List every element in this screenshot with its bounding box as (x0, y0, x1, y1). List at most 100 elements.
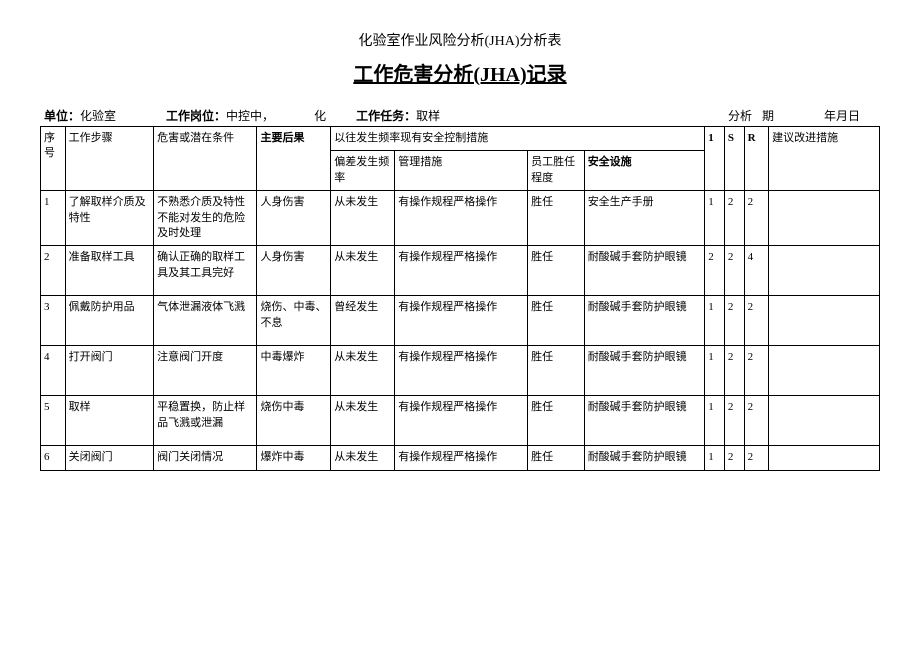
unit-label: 单位： (44, 107, 80, 124)
cell-equip: 耐酸碱手套防护眼镜 (584, 246, 705, 296)
th-sugg: 建议改进措施 (769, 127, 880, 191)
cell-emp: 胜任 (528, 246, 585, 296)
cell-conseq: 人身伤害 (257, 246, 331, 296)
cell-step: 准备取样工具 (65, 246, 154, 296)
cell-conseq: 烧伤中毒 (257, 396, 331, 446)
cell-conseq: 爆炸中毒 (257, 446, 331, 470)
th-step: 工作步骤 (65, 127, 154, 191)
th-seq: 序号 (41, 127, 66, 191)
cell-equip: 安全生产手册 (584, 191, 705, 246)
cell-step: 了解取样介质及特性 (65, 191, 154, 246)
th-l: 1 (705, 127, 725, 191)
cell-emp: 胜任 (528, 296, 585, 346)
cell-s: 2 (724, 246, 744, 296)
date-label: 年月日 (824, 107, 860, 124)
cell-step: 佩戴防护用品 (65, 296, 154, 346)
cell-equip: 耐酸碱手套防护眼镜 (584, 396, 705, 446)
cell-conseq: 烧伤、中毒、不息 (257, 296, 331, 346)
th-emp: 员工胜任程度 (528, 151, 585, 191)
cell-s: 2 (724, 191, 744, 246)
cell-r: 2 (744, 296, 769, 346)
cell-freq: 从未发生 (331, 396, 395, 446)
th-hazard: 危害或潜在条件 (154, 127, 257, 191)
task-value: 取样 (416, 107, 440, 124)
cell-seq: 4 (41, 346, 66, 396)
cell-freq: 从未发生 (331, 246, 395, 296)
table-row: 6 关闭阀门 阀门关闭情况 爆炸中毒 从未发生 有操作规程严格操作 胜任 耐酸碱… (41, 446, 880, 470)
cell-sugg (769, 191, 880, 246)
cell-sugg (769, 296, 880, 346)
cell-mgmt: 有操作规程严格操作 (395, 296, 528, 346)
cell-r: 2 (744, 191, 769, 246)
cell-hazard: 注意阀门开度 (154, 346, 257, 396)
cell-seq: 3 (41, 296, 66, 346)
cell-seq: 2 (41, 246, 66, 296)
cell-freq: 从未发生 (331, 191, 395, 246)
cell-hazard: 平稳置换，防止样品飞溅或泄漏 (154, 396, 257, 446)
cell-s: 2 (724, 396, 744, 446)
post-value: 中控中， (226, 107, 274, 124)
cell-hazard: 不熟悉介质及特性不能对发生的危险及时处理 (154, 191, 257, 246)
cell-s: 2 (724, 346, 744, 396)
table-row: 5 取样 平稳置换，防止样品飞溅或泄漏 烧伤中毒 从未发生 有操作规程严格操作 … (41, 396, 880, 446)
jha-table: 序号 工作步骤 危害或潜在条件 主要后果 以往发生频率现有安全控制措施 1 S … (40, 126, 880, 471)
cell-sugg (769, 246, 880, 296)
cell-conseq: 中毒爆炸 (257, 346, 331, 396)
cell-seq: 1 (41, 191, 66, 246)
cell-mgmt: 有操作规程严格操作 (395, 191, 528, 246)
post-label: 工作岗位： (166, 107, 226, 124)
table-row: 1 了解取样介质及特性 不熟悉介质及特性不能对发生的危险及时处理 人身伤害 从未… (41, 191, 880, 246)
cell-freq: 曾经发生 (331, 296, 395, 346)
th-equip: 安全设施 (584, 151, 705, 191)
cell-s: 2 (724, 296, 744, 346)
cell-r: 2 (744, 346, 769, 396)
th-mgmt: 管理措施 (395, 151, 528, 191)
table-body: 1 了解取样介质及特性 不熟悉介质及特性不能对发生的危险及时处理 人身伤害 从未… (41, 191, 880, 471)
th-existing-group: 以往发生频率现有安全控制措施 (331, 127, 705, 151)
page-title: 化验室作业风险分析(JHA)分析表 (40, 30, 880, 50)
cell-equip: 耐酸碱手套防护眼镜 (584, 296, 705, 346)
cell-equip: 耐酸碱手套防护眼镜 (584, 346, 705, 396)
cell-sugg (769, 446, 880, 470)
cell-equip: 耐酸碱手套防护眼镜 (584, 446, 705, 470)
cell-step: 打开阀门 (65, 346, 154, 396)
cell-r: 2 (744, 446, 769, 470)
cell-emp: 胜任 (528, 446, 585, 470)
cell-sugg (769, 396, 880, 446)
period-label: 期 (762, 107, 774, 124)
th-freq: 偏差发生频率 (331, 151, 395, 191)
cell-hazard: 阀门关闭情况 (154, 446, 257, 470)
cell-freq: 从未发生 (331, 446, 395, 470)
cell-step: 取样 (65, 396, 154, 446)
cell-seq: 5 (41, 396, 66, 446)
task-label: 工作任务： (356, 107, 416, 124)
cell-seq: 6 (41, 446, 66, 470)
cell-l: 1 (705, 396, 725, 446)
cell-mgmt: 有操作规程严格操作 (395, 446, 528, 470)
cell-l: 1 (705, 346, 725, 396)
cell-r: 4 (744, 246, 769, 296)
main-title: 工作危害分析(JHA)记录 (40, 58, 880, 87)
cell-l: 2 (705, 246, 725, 296)
table-row: 2 准备取样工具 确认正确的取样工具及其工具完好 人身伤害 从未发生 有操作规程… (41, 246, 880, 296)
cell-l: 1 (705, 191, 725, 246)
cell-l: 1 (705, 296, 725, 346)
cell-mgmt: 有操作规程严格操作 (395, 396, 528, 446)
cell-mgmt: 有操作规程严格操作 (395, 246, 528, 296)
table-row: 3 佩戴防护用品 气体泄漏液体飞溅 烧伤、中毒、不息 曾经发生 有操作规程严格操… (41, 296, 880, 346)
th-r: R (744, 127, 769, 191)
cell-emp: 胜任 (528, 191, 585, 246)
cell-s: 2 (724, 446, 744, 470)
cell-l: 1 (705, 446, 725, 470)
cell-hazard: 气体泄漏液体飞溅 (154, 296, 257, 346)
table-row: 4 打开阀门 注意阀门开度 中毒爆炸 从未发生 有操作规程严格操作 胜任 耐酸碱… (41, 346, 880, 396)
cell-freq: 从未发生 (331, 346, 395, 396)
cell-mgmt: 有操作规程严格操作 (395, 346, 528, 396)
cell-emp: 胜任 (528, 346, 585, 396)
th-s: S (724, 127, 744, 191)
cell-sugg (769, 346, 880, 396)
cell-emp: 胜任 (528, 396, 585, 446)
analysis-label: 分析 (728, 107, 752, 124)
cell-step: 关闭阀门 (65, 446, 154, 470)
cell-hazard: 确认正确的取样工具及其工具完好 (154, 246, 257, 296)
